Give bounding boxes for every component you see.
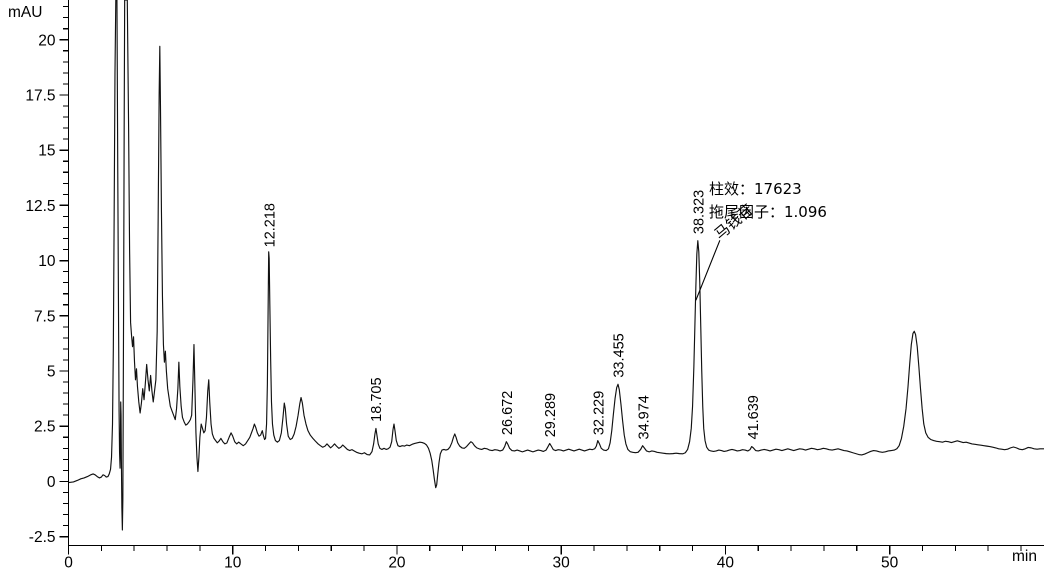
y-tick-label: 15 bbox=[38, 143, 55, 160]
x-tick-label: 10 bbox=[224, 555, 242, 568]
peak-34-974: 34.974 bbox=[636, 395, 652, 439]
peak-32-229: 32.229 bbox=[591, 391, 607, 435]
peak-18-705: 18.705 bbox=[369, 377, 385, 421]
x-tick-label: 50 bbox=[881, 555, 899, 568]
y-tick-label: 12.5 bbox=[25, 198, 55, 215]
y-tick-label: 2.5 bbox=[34, 419, 56, 436]
y-tick-label: 10 bbox=[38, 253, 56, 270]
x-tick-label: 30 bbox=[553, 555, 571, 568]
peak-29-289: 29.289 bbox=[543, 393, 559, 437]
peak-38-323: 38.323 bbox=[691, 190, 707, 234]
y-tick-label: -2.5 bbox=[29, 529, 56, 546]
x-axis-unit-label: min bbox=[1012, 548, 1037, 565]
y-tick-label: 0 bbox=[47, 474, 56, 491]
column-efficiency: 柱效：17623 bbox=[709, 180, 802, 198]
axis-tick-labels-group: -2.5 0 2.5 5 7.5 10 12.5 15 17.5 20 0 10 20 30 40 50 bbox=[25, 32, 898, 568]
axes-group bbox=[67, 0, 1044, 547]
y-tick-label: 20 bbox=[38, 32, 56, 49]
x-tick-label: 20 bbox=[388, 555, 406, 568]
axis-ticks-group bbox=[59, 6, 1022, 555]
peak-26-672: 26.672 bbox=[500, 391, 516, 435]
x-tick-label: 40 bbox=[717, 555, 735, 568]
compound-leader-line bbox=[695, 240, 721, 301]
x-tick-label: 0 bbox=[64, 555, 73, 568]
peak-12-218: 12.218 bbox=[263, 203, 279, 247]
chromatogram-trace bbox=[68, 0, 1044, 531]
y-tick-label: 7.5 bbox=[34, 308, 56, 325]
y-axis-unit-label: mAU bbox=[8, 4, 42, 21]
y-tick-label: 5 bbox=[47, 364, 56, 381]
peak-41-639: 41.639 bbox=[746, 395, 762, 439]
peak-33-455: 33.455 bbox=[611, 333, 627, 377]
trace-group bbox=[68, 0, 1044, 531]
tailing-factor: 拖尾因子：1.096 bbox=[709, 203, 827, 221]
y-tick-label: 17.5 bbox=[25, 87, 55, 104]
